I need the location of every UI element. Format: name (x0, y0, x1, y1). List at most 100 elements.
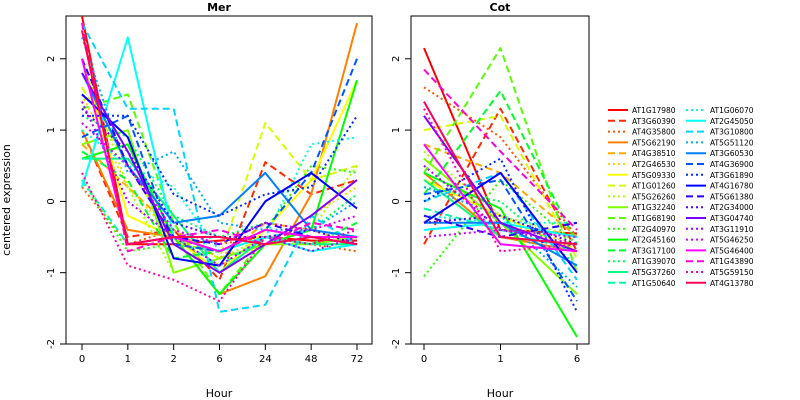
legend-entry: AT4G16780 (686, 182, 754, 191)
legend-entry: AT1G32240 (608, 203, 676, 212)
series-line (423, 214, 578, 246)
series-line (81, 150, 358, 260)
legend-label: AT1G50640 (632, 279, 676, 288)
legend-entry: AT4G13780 (686, 279, 754, 288)
panel-cot: Cot -2 -1 0 1 2 0 1 6 Hour (391, 1, 590, 400)
series-line (423, 179, 578, 302)
legend-label: AT1G17980 (632, 106, 676, 115)
series-line (82, 114, 358, 217)
legend-entry: AT3G11910 (686, 225, 754, 234)
legend-label: AT1G06070 (710, 106, 754, 115)
legend-entry: AT5G26260 (608, 192, 676, 201)
x-tick-label: 24 (259, 354, 272, 365)
series-line (423, 143, 578, 253)
legend-label: AT4G35800 (632, 128, 676, 137)
x-axis-mer: 0 1 2 6 24 48 72 (79, 344, 364, 365)
x-tick-label: 0 (79, 354, 85, 365)
series-line (423, 114, 578, 259)
series-line (423, 228, 578, 238)
legend-label: AT2G46530 (632, 160, 676, 169)
legend-entry: AT5G59150 (686, 268, 754, 277)
legend-label: AT5G09330 (632, 171, 676, 180)
y-tick-label: 2 (46, 56, 57, 62)
series-line (423, 108, 578, 253)
legend-label: AT5G62190 (632, 138, 676, 147)
legend-entry: AT5G09330 (608, 171, 676, 180)
legend-label: AT4G36900 (710, 160, 754, 169)
legend-label: AT5G51120 (710, 138, 754, 147)
legend-entry: AT5G37260 (608, 268, 676, 277)
series-line (81, 72, 358, 274)
legend-entry: AT1G68190 (608, 214, 676, 223)
legend-entry: AT3G60390 (608, 117, 676, 126)
legend-entry: AT2G45050 (686, 117, 754, 126)
y-tick-label: 1 (391, 127, 402, 133)
panel-title-cot: Cot (490, 1, 511, 14)
y-axis-mer: -2 -1 0 1 2 (46, 56, 66, 349)
series-line (81, 101, 358, 267)
series-line (81, 172, 358, 303)
legend-entry: AT3G04740 (686, 214, 754, 223)
legend-label: AT2G45050 (710, 117, 754, 126)
legend-label: AT3G61890 (710, 171, 754, 180)
series-line (423, 86, 578, 238)
legend-entry: AT1G17980 (608, 106, 676, 115)
legend-label: AT3G04740 (710, 214, 754, 223)
series-line (81, 22, 358, 313)
legend-label: AT3G10800 (710, 128, 754, 137)
series-line (423, 107, 578, 252)
series-line (423, 89, 578, 245)
legend-entry: AT4G38510 (608, 149, 676, 158)
legend-label: AT3G17100 (632, 246, 676, 255)
legend-entry: AT4G36900 (686, 160, 754, 169)
legend-label: AT3G60390 (632, 117, 676, 126)
legend-entry: AT2G40970 (608, 225, 676, 234)
x-axis-label-cot: Hour (487, 387, 514, 400)
legend-label: AT5G61380 (710, 192, 754, 201)
y-tick-label: -1 (391, 268, 402, 278)
legend-label: AT4G16780 (710, 182, 754, 191)
y-tick-label: 2 (391, 56, 402, 62)
series-line (423, 164, 578, 246)
legend-label: AT5G37260 (632, 268, 676, 277)
y-tick-label: -2 (391, 339, 402, 349)
legend-entry: AT4G35800 (608, 128, 676, 137)
series-line (81, 22, 358, 253)
series-lines-mer (81, 15, 358, 313)
legend-label: AT3G60530 (710, 149, 754, 158)
legend-label: AT5G46250 (710, 236, 754, 245)
series-line (81, 30, 358, 246)
legend-label: AT5G26260 (632, 192, 676, 201)
x-tick-label: 2 (170, 354, 176, 365)
legend-label: AT4G38510 (632, 149, 676, 158)
legend-label: AT1G68190 (632, 214, 676, 223)
legend-entry: AT2G46530 (608, 160, 676, 169)
x-tick-label: 1 (125, 354, 131, 365)
legend-label: AT1G32240 (632, 203, 676, 212)
series-line (423, 171, 578, 338)
y-tick-label: 0 (391, 198, 402, 204)
series-line (81, 122, 358, 246)
x-tick-label: 1 (497, 354, 503, 365)
y-tick-label: -2 (46, 339, 57, 349)
x-axis-cot: 0 1 6 (421, 344, 580, 365)
x-tick-label: 72 (351, 354, 364, 365)
series-line (423, 179, 578, 277)
legend-label: AT2G45160 (632, 236, 676, 245)
panel-mer: Mer -2 -1 0 1 2 0 1 2 6 24 48 72 Hour (46, 1, 373, 400)
legend-entry: AT3G61890 (686, 171, 754, 180)
legend-entry: AT1G43890 (686, 257, 754, 266)
x-tick-label: 48 (305, 354, 318, 365)
legend-label: AT1G43890 (710, 257, 754, 266)
legend-entry: AT3G60530 (686, 149, 754, 158)
y-tick-label: -1 (46, 268, 57, 278)
legend-entry: AT5G61380 (686, 192, 754, 201)
series-line (423, 214, 578, 238)
series-line (423, 157, 578, 313)
series-lines-cot (423, 47, 578, 338)
legend-entry: AT1G06070 (686, 106, 754, 115)
y-tick-label: 0 (46, 198, 57, 204)
legend-label: AT3G11910 (710, 225, 754, 234)
x-axis-label-mer: Hour (206, 387, 233, 400)
